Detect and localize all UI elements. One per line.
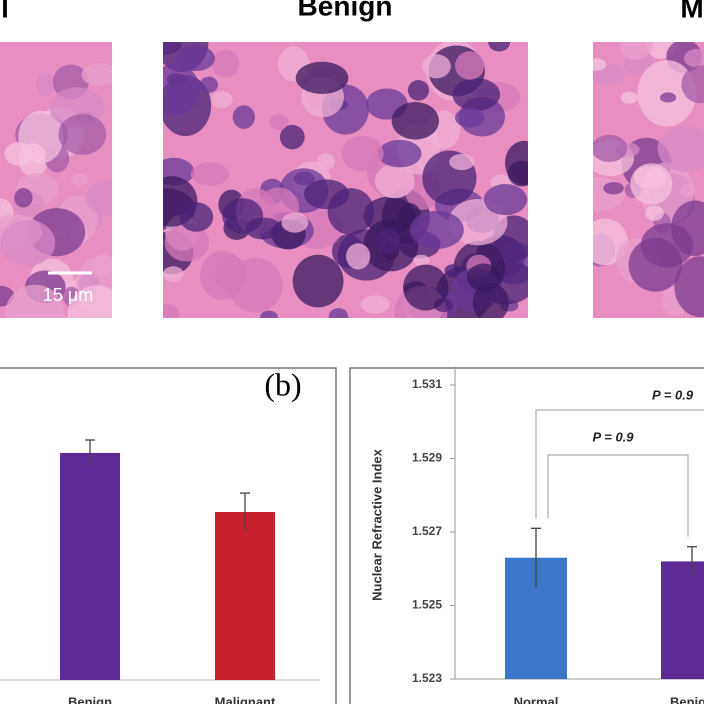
- tissue-blob: [295, 61, 349, 94]
- tissue-blob: [328, 308, 349, 318]
- tissue-blob: [176, 45, 215, 72]
- micrograph: [163, 42, 528, 318]
- scale-bar-label: 15 μm: [43, 285, 93, 305]
- tissue-blob: [644, 205, 664, 221]
- x-tick-label: Benign: [68, 694, 112, 704]
- tissue-blob: [444, 264, 463, 278]
- tissue-blob: [620, 91, 638, 104]
- tissue-blob: [452, 78, 501, 112]
- image-title: Benign: [298, 0, 393, 21]
- bar: [60, 452, 120, 680]
- tissue-blob: [374, 163, 415, 199]
- image-title: l: [1, 0, 9, 23]
- y-tick-label: 1.529: [412, 451, 442, 465]
- tissue-blob: [199, 76, 219, 93]
- tissue-blob: [593, 58, 607, 71]
- tissue-blob: [163, 266, 184, 282]
- y-tick-label: 1.523: [412, 671, 442, 685]
- tissue-blob: [269, 114, 289, 130]
- tissue-blob: [413, 254, 430, 266]
- image-title: M: [680, 0, 703, 23]
- tissue-blob: [346, 243, 371, 270]
- tissue-blob: [303, 179, 349, 210]
- tissue-blob: [85, 180, 112, 216]
- tissue-blob: [341, 135, 384, 172]
- tissue-blob: [377, 139, 422, 168]
- micrographs: [0, 42, 704, 318]
- tissue-blob: [281, 212, 309, 233]
- tissue-blob: [409, 210, 464, 250]
- tissue-blob: [279, 124, 305, 150]
- x-tick-label: Normal: [514, 694, 559, 704]
- tissue-blob: [190, 162, 230, 186]
- tissue-blob: [211, 91, 233, 109]
- tissue-blob: [403, 264, 449, 311]
- tissue-blob: [681, 65, 704, 104]
- tissue-blob: [488, 42, 511, 52]
- tissue-blob: [0, 219, 56, 266]
- tissue-blob: [179, 202, 214, 232]
- tissue-blob: [316, 152, 336, 170]
- tissue-blob: [466, 263, 501, 292]
- tissue-blob: [483, 184, 528, 216]
- tissue-blob: [628, 237, 683, 292]
- tissue-blob: [211, 49, 240, 78]
- tissue-blob: [391, 101, 440, 140]
- tissue-blob: [58, 114, 107, 155]
- tissue-blob: [164, 223, 210, 262]
- significance-bracket: [535, 409, 704, 519]
- tissue-blob: [81, 63, 112, 86]
- tissue-blob: [507, 160, 528, 187]
- tissue-blob: [14, 188, 33, 208]
- tissue-blob: [674, 256, 704, 318]
- tissue-blob: [4, 142, 33, 166]
- tissue-blob: [659, 92, 677, 103]
- tissue-blob: [292, 254, 344, 308]
- micrograph: [0, 42, 112, 318]
- x-tick-label: Malignant: [215, 694, 276, 704]
- panel-label: (b): [264, 366, 301, 402]
- tissue-blob: [472, 282, 509, 318]
- tissue-blob: [630, 163, 673, 205]
- tissue-blob: [455, 51, 485, 80]
- tissue-blob: [260, 310, 278, 318]
- bar: [661, 561, 704, 679]
- y-tick-label: 1.531: [412, 377, 442, 391]
- tissue-blob: [71, 173, 89, 186]
- tissue-blob: [593, 134, 628, 163]
- tissue-blob: [163, 303, 180, 318]
- tissue-blob: [377, 228, 401, 255]
- y-tick-label: 1.527: [412, 524, 442, 538]
- panel-frame: [349, 367, 704, 704]
- x-tick-label: Benign: [670, 694, 704, 704]
- tissue-blob: [422, 54, 451, 79]
- annotation: P = 0.9: [652, 387, 694, 402]
- tissue-blob: [232, 105, 255, 129]
- tissue-blob: [455, 107, 485, 128]
- tissue-blob: [679, 183, 696, 197]
- tissue-blob: [35, 72, 56, 97]
- significance-bracket: [547, 454, 689, 537]
- tissue-blob: [163, 63, 200, 116]
- tissue-blob: [449, 153, 475, 171]
- tissue-blob: [657, 125, 704, 172]
- tissue-blob: [603, 181, 624, 195]
- y-axis-label: Nuclear Refractive Index: [369, 448, 384, 601]
- bar: [215, 512, 275, 680]
- tissue-blob: [5, 284, 65, 318]
- tissue-blob: [619, 42, 653, 60]
- y-tick-label: 1.525: [412, 598, 442, 612]
- micrograph: [593, 42, 704, 318]
- tissue-blob: [407, 80, 430, 101]
- tissue-blob: [684, 48, 704, 68]
- tissue-blob: [214, 254, 246, 292]
- annotation: P = 0.9: [592, 429, 634, 444]
- tissue-blob: [67, 285, 112, 318]
- tissue-blob: [245, 217, 282, 240]
- panel-frame: [0, 367, 337, 704]
- tissue-blob: [360, 295, 391, 314]
